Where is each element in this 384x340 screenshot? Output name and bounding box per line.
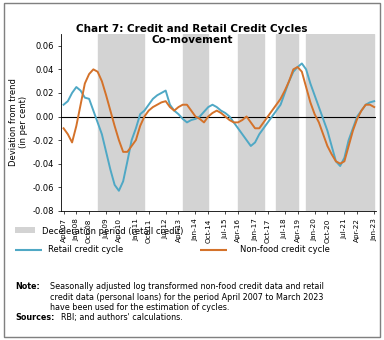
Text: Sources:: Sources: (15, 313, 55, 322)
Text: RBI; and authors' calculations.: RBI; and authors' calculations. (61, 313, 183, 322)
Text: Chart 7: Credit and Retail Credit Cycles
Co-movement: Chart 7: Credit and Retail Credit Cycles… (76, 24, 308, 46)
Text: Non-food credit cycle: Non-food credit cycle (240, 245, 330, 254)
Bar (306, 34, 374, 211)
Text: Deceleration period (retail credit): Deceleration period (retail credit) (42, 227, 184, 236)
Text: Seasonally adjusted log transformed non-food credit data and retail
credit data : Seasonally adjusted log transformed non-… (50, 282, 324, 312)
Bar (276, 34, 298, 211)
Text: Retail credit cycle: Retail credit cycle (48, 245, 123, 254)
Bar (183, 34, 208, 211)
Bar (98, 34, 144, 211)
Y-axis label: Deviation from trend
(in per cent): Deviation from trend (in per cent) (9, 79, 28, 166)
Bar (238, 34, 263, 211)
Text: Note:: Note: (15, 282, 40, 291)
